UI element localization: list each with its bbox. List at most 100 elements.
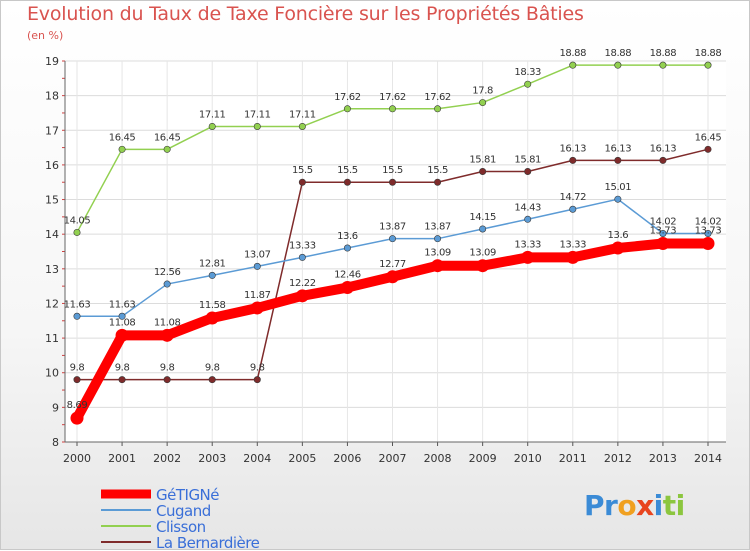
data-point bbox=[118, 145, 126, 153]
legend-item: GéTIGNé bbox=[101, 486, 220, 504]
data-label: 18.88 bbox=[605, 48, 632, 59]
logo-letter: t bbox=[662, 489, 676, 522]
data-label: 12.81 bbox=[199, 258, 226, 269]
data-label: 14.43 bbox=[514, 202, 541, 213]
data-point bbox=[656, 237, 670, 251]
series-g-tign- bbox=[70, 237, 715, 425]
data-point bbox=[704, 229, 712, 237]
data-point bbox=[163, 280, 171, 288]
data-point bbox=[163, 376, 171, 384]
data-label: 16.13 bbox=[559, 143, 586, 154]
unit-label: (en %) bbox=[27, 29, 64, 42]
y-tick-label: 10 bbox=[45, 367, 59, 380]
x-tick-label: 2012 bbox=[604, 452, 632, 465]
data-point bbox=[295, 289, 309, 303]
legend-item: La Bernardière bbox=[101, 534, 260, 551]
data-label: 15.01 bbox=[605, 182, 632, 193]
data-label: 11.87 bbox=[244, 290, 271, 301]
data-point bbox=[73, 312, 81, 320]
data-point bbox=[566, 250, 580, 264]
data-point bbox=[431, 259, 445, 273]
y-tick-label: 12 bbox=[45, 297, 59, 310]
data-label: 14.72 bbox=[559, 192, 586, 203]
data-label: 14.02 bbox=[695, 216, 722, 227]
data-label: 15.81 bbox=[469, 154, 496, 165]
data-label: 13.6 bbox=[608, 230, 629, 241]
x-tick-label: 2001 bbox=[108, 452, 136, 465]
data-point bbox=[163, 145, 171, 153]
data-label: 17.8 bbox=[472, 86, 493, 97]
y-tick-label: 8 bbox=[52, 436, 59, 449]
data-point bbox=[388, 178, 396, 186]
x-tick-label: 2000 bbox=[63, 452, 91, 465]
data-label: 17.62 bbox=[424, 92, 451, 103]
data-point bbox=[388, 105, 396, 113]
proxiti-logo: Proxiti bbox=[584, 489, 685, 522]
data-label: 13.73 bbox=[650, 226, 677, 237]
x-tick-label: 2006 bbox=[333, 452, 361, 465]
x-tick-label: 2009 bbox=[469, 452, 497, 465]
data-point bbox=[611, 241, 625, 255]
x-tick-label: 2011 bbox=[559, 452, 587, 465]
data-point bbox=[298, 122, 306, 130]
data-label: 14.02 bbox=[650, 216, 677, 227]
data-label: 13.33 bbox=[559, 239, 586, 250]
y-tick-label: 9 bbox=[52, 401, 59, 414]
data-label: 11.08 bbox=[154, 317, 181, 328]
data-label: 17.62 bbox=[334, 92, 361, 103]
data-point bbox=[659, 229, 667, 237]
legend-label: GéTIGNé bbox=[156, 486, 219, 504]
data-point bbox=[298, 253, 306, 261]
data-label: 17.11 bbox=[289, 109, 316, 120]
data-label: 13.33 bbox=[289, 240, 316, 251]
data-label: 17.11 bbox=[199, 109, 226, 120]
x-tick-label: 2005 bbox=[288, 452, 316, 465]
data-label: 9.8 bbox=[160, 363, 175, 374]
data-point bbox=[659, 61, 667, 69]
chart-title: Evolution du Taux de Taxe Foncière sur l… bbox=[27, 3, 584, 25]
data-point bbox=[253, 262, 261, 270]
legend-item: Cugand bbox=[101, 502, 211, 520]
data-point bbox=[704, 61, 712, 69]
series-cugand bbox=[73, 195, 712, 320]
data-point bbox=[569, 205, 577, 213]
legend-label: Cugand bbox=[156, 502, 211, 520]
data-label: 13.09 bbox=[469, 248, 496, 259]
data-point bbox=[253, 122, 261, 130]
data-label: 15.5 bbox=[382, 165, 403, 176]
data-label: 14.05 bbox=[64, 215, 91, 226]
data-point bbox=[208, 122, 216, 130]
data-label: 12.46 bbox=[334, 270, 361, 281]
data-point bbox=[479, 99, 487, 107]
data-point bbox=[434, 178, 442, 186]
series-clisson bbox=[73, 61, 712, 236]
legend-label: La Bernardière bbox=[156, 534, 260, 551]
logo-letter: i bbox=[675, 489, 686, 522]
y-tick-label: 17 bbox=[45, 124, 59, 137]
data-label: 18.88 bbox=[650, 48, 677, 59]
x-tick-label: 2008 bbox=[424, 452, 452, 465]
data-point bbox=[701, 237, 715, 251]
x-tick-label: 2013 bbox=[649, 452, 677, 465]
data-point bbox=[434, 105, 442, 113]
data-point bbox=[479, 225, 487, 233]
logo-letter: P bbox=[584, 489, 605, 522]
data-label: 15.81 bbox=[514, 154, 541, 165]
data-label: 13.73 bbox=[695, 226, 722, 237]
data-point bbox=[614, 61, 622, 69]
data-point bbox=[340, 281, 354, 295]
data-label: 9.8 bbox=[70, 363, 85, 374]
data-point bbox=[704, 145, 712, 153]
data-point bbox=[253, 376, 261, 384]
logo-letter: x bbox=[636, 489, 654, 522]
data-point bbox=[70, 411, 84, 425]
data-label: 11.63 bbox=[109, 299, 136, 310]
data-point bbox=[434, 235, 442, 243]
data-point bbox=[343, 178, 351, 186]
data-point bbox=[298, 178, 306, 186]
data-label: 18.33 bbox=[514, 67, 541, 78]
data-point bbox=[208, 376, 216, 384]
data-label: 16.13 bbox=[650, 143, 677, 154]
data-point bbox=[208, 271, 216, 279]
